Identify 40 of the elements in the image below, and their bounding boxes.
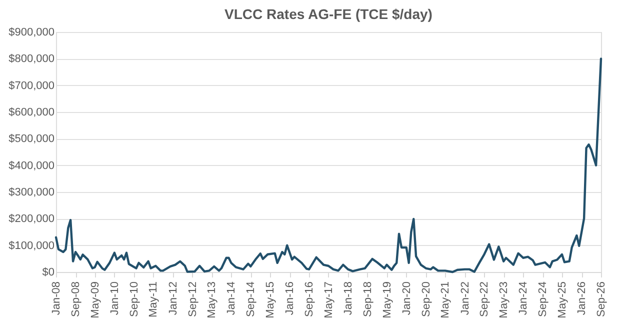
x-tick-label: May-13 (206, 282, 218, 318)
x-tick-label: Jan-12 (167, 282, 180, 316)
x-tick-label: Sep-26 (596, 282, 608, 317)
y-tick-label: $700,000 (8, 80, 54, 92)
x-tick-label: Sep-14 (245, 282, 258, 317)
x-tick-label: Jan-10 (108, 282, 121, 316)
y-tick-label: $900,000 (8, 26, 54, 38)
x-tick-label: Jan-26 (576, 282, 588, 316)
y-tick-label: $100,000 (8, 240, 54, 252)
x-tick-label: May-15 (264, 282, 276, 318)
x-tick-label: Jan-16 (284, 282, 296, 316)
x-tick-label: May-21 (440, 282, 452, 318)
x-tick-label: Jan-22 (459, 282, 472, 316)
x-tick-label: Sep-24 (537, 282, 550, 317)
x-tick-label: Sep-16 (304, 282, 316, 317)
x-tick-label: Sep-20 (420, 282, 432, 317)
x-tick-label: Sep-22 (478, 282, 491, 317)
y-tick-label: $400,000 (8, 160, 54, 172)
y-tick-label: $800,000 (8, 53, 54, 66)
x-tick-label: May-17 (322, 282, 335, 318)
x-tick-label: Sep-10 (128, 282, 140, 317)
x-tick-label: Sep-18 (362, 282, 374, 317)
y-tick-label: $0 (42, 266, 54, 278)
chart-title: VLCC Rates AG-FE (TCE $/day) (224, 6, 432, 22)
x-tick-label: Sep-08 (70, 282, 82, 317)
x-tick-label: May-23 (498, 282, 510, 318)
y-tick-label: $300,000 (8, 186, 54, 198)
x-tick-label: Sep-12 (186, 282, 199, 317)
x-tick-label: May-19 (381, 282, 394, 318)
x-tick-label: May-11 (148, 282, 160, 318)
x-tick-label: Jan-18 (342, 282, 355, 316)
y-tick-label: $600,000 (8, 106, 54, 118)
x-tick-label: Jan-08 (50, 282, 62, 316)
x-tick-label: May-09 (89, 282, 102, 318)
x-tick-label: Jan-24 (518, 282, 530, 316)
x-tick-label: Jan-20 (400, 282, 413, 316)
x-tick-label: Jan-14 (226, 282, 238, 316)
y-tick-label: $200,000 (8, 213, 54, 226)
y-tick-label: $500,000 (8, 133, 54, 146)
x-tick-label: May-25 (556, 282, 568, 318)
